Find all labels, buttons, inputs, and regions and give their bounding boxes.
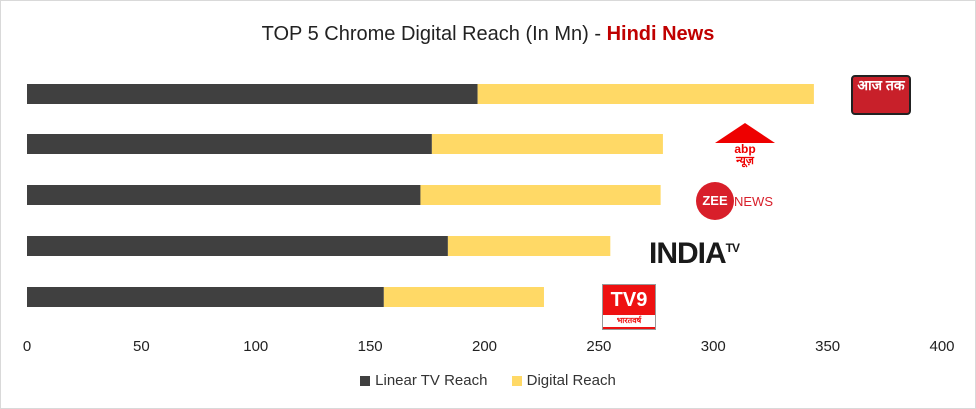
x-tick-label: 150 <box>358 338 383 355</box>
logo-zeenews: ZEE NEWS <box>696 182 773 220</box>
logo-aajtak: आज तक <box>851 75 911 115</box>
logo-tv9: TV9 भारतवर्ष <box>602 284 656 330</box>
logo-tv-text: TV <box>725 241 740 255</box>
legend-item-linear: Linear TV Reach <box>360 372 487 389</box>
bar-linear-2 <box>27 185 421 205</box>
logo-abp-text: abp <box>734 142 756 156</box>
x-tick-label: 50 <box>133 338 150 355</box>
chart-title: TOP 5 Chrome Digital Reach (In Mn) - Hin… <box>1 23 975 46</box>
bar-digital-4 <box>383 287 544 307</box>
legend-swatch-digital <box>511 375 522 386</box>
x-tick-label: 350 <box>815 338 840 355</box>
x-tick-label: 200 <box>472 338 497 355</box>
logo-tv9-text: TV9 <box>610 289 648 311</box>
logo-india-text: INDIA <box>649 237 727 270</box>
bar-digital-3 <box>447 236 611 256</box>
bar-digital-0 <box>477 84 814 104</box>
legend: Linear TV Reach Digital Reach <box>1 372 975 390</box>
title-text: TOP 5 Chrome Digital Reach (In Mn) - <box>261 23 607 45</box>
title-highlight: Hindi News <box>606 23 715 45</box>
x-tick-label: 250 <box>586 338 611 355</box>
logo-abp-roof <box>715 123 775 143</box>
logo-tv9-hindi-text: भारतवर्ष <box>603 315 655 327</box>
x-tick-label: 0 <box>23 338 31 355</box>
legend-label-linear: Linear TV Reach <box>375 372 488 389</box>
logo-aajtak-text: आज तक <box>857 77 905 93</box>
x-tick-label: 300 <box>701 338 726 355</box>
logo-zee-news-text: NEWS <box>734 193 773 209</box>
bar-linear-3 <box>27 236 448 256</box>
x-tick-label: 400 <box>929 338 954 355</box>
bar-linear-0 <box>27 84 478 104</box>
bar-linear-4 <box>27 287 384 307</box>
legend-label-digital: Digital Reach <box>526 372 616 389</box>
bar-digital-1 <box>431 134 663 154</box>
x-tick-label: 100 <box>243 338 268 355</box>
legend-swatch-linear <box>360 375 371 386</box>
legend-item-digital: Digital Reach <box>511 372 616 389</box>
logo-abp: abp न्यूज़ <box>713 123 777 167</box>
logo-abp-hindi-text: न्यूज़ <box>736 155 754 167</box>
logo-indiatv: INDIATV <box>649 237 740 271</box>
bar-digital-2 <box>420 185 661 205</box>
logo-zee-circle: ZEE <box>696 182 734 220</box>
bar-linear-1 <box>27 134 432 154</box>
